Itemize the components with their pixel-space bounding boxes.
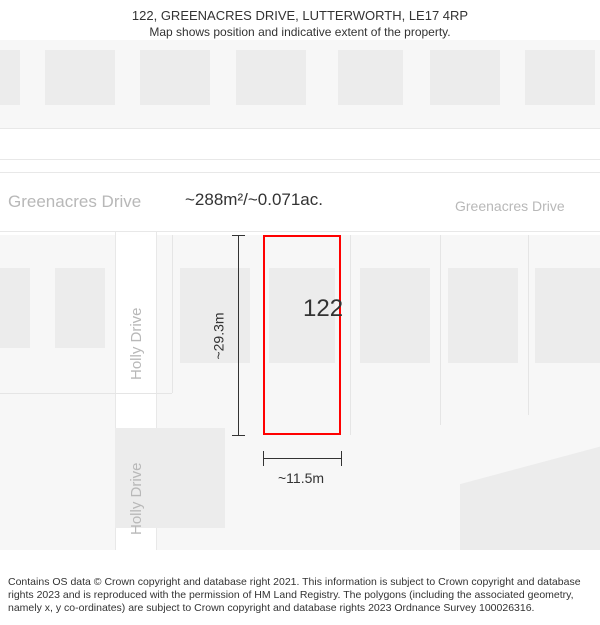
map-subtitle: Map shows position and indicative extent… [10,25,590,41]
dimension-line-horizontal [263,458,341,459]
plot-divider [172,235,173,393]
dimension-tick [232,435,245,436]
property-highlight-outline [263,235,341,435]
copyright-footer: Contains OS data © Crown copyright and d… [0,570,600,625]
building [140,50,210,105]
plot-divider [350,235,351,435]
dimension-height-label: ~29.3m [211,312,227,359]
dimension-width-label: ~11.5m [278,470,324,486]
property-area-label: ~288m²/~0.071ac. [185,190,323,210]
dimension-tick [232,235,245,236]
building [338,50,403,105]
building [0,50,20,105]
building [236,50,306,105]
building [430,50,500,105]
building [45,50,115,105]
road-label-holly-2: Holly Drive [128,462,145,535]
property-address-title: 122, GREENACRES DRIVE, LUTTERWORTH, LE17… [10,8,590,25]
road-label-greenacres-left: Greenacres Drive [8,192,141,212]
plot-divider [440,235,441,425]
building [360,268,430,363]
plot-divider [528,235,529,415]
property-map: Greenacres Drive Greenacres Drive Holly … [0,40,600,550]
building [0,268,30,348]
dimension-tick [341,451,342,466]
building [55,268,105,348]
building [535,268,600,363]
header: 122, GREENACRES DRIVE, LUTTERWORTH, LE17… [0,0,600,44]
house-number-label: 122 [303,295,343,323]
road-label-greenacres-right: Greenacres Drive [455,198,565,214]
road-top-minor [0,128,600,160]
plot-divider [0,393,172,394]
road-label-holly-1: Holly Drive [128,307,145,380]
dimension-line-vertical [238,235,239,435]
building [448,268,518,363]
dimension-tick [263,451,264,466]
building [525,50,595,105]
